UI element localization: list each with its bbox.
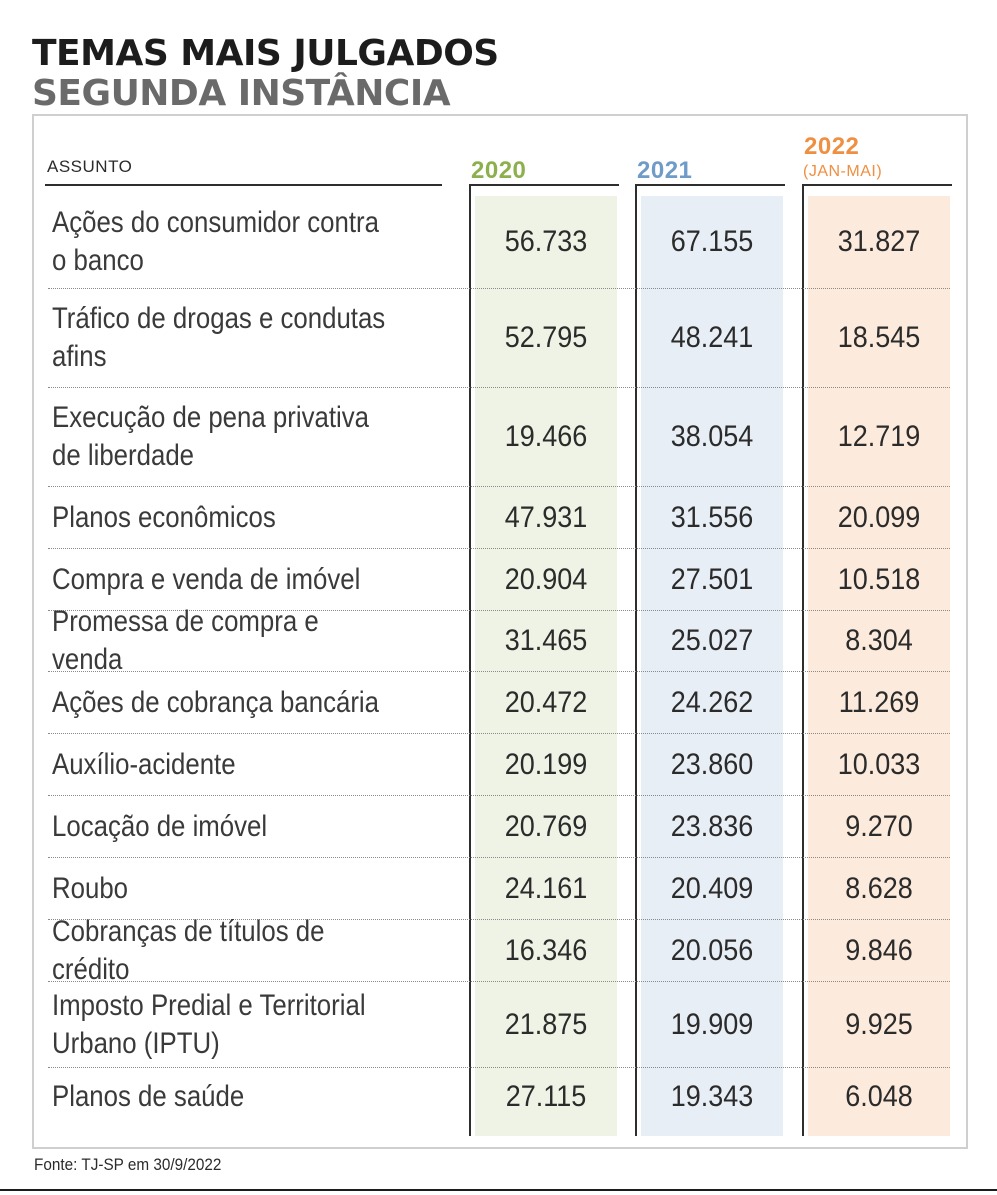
row-subject: Locação de imóvel: [52, 809, 268, 843]
value-2021: 48.241: [670, 321, 754, 354]
value-2021: 24.262: [670, 685, 754, 719]
table-row: Imposto Predial e Territorial Urbano (IP…: [48, 982, 950, 1068]
header-rule-2022: [802, 184, 952, 186]
column-divider-2021: [635, 184, 637, 1136]
table-frame: [32, 114, 968, 1149]
value-2021: 67.155: [670, 225, 754, 258]
row-subject: Cobranças de títulos de crédito: [52, 914, 325, 986]
value-2021: 19.343: [670, 1080, 754, 1113]
column-divider-2022: [802, 184, 804, 1136]
table-row: Tráfico de drogas e condutas afins 52.795…: [48, 289, 950, 388]
table-row: Planos de saúde 27.115 19.343 6.048: [48, 1068, 950, 1126]
column-header-2021: 2021: [637, 157, 693, 184]
value-2022: 9.846: [845, 933, 913, 967]
value-2021: 23.836: [670, 809, 754, 843]
row-subject: Ações do consumidor contra o banco: [52, 206, 379, 277]
value-2020: 20.199: [504, 747, 588, 781]
column-divider-2020: [469, 184, 471, 1136]
value-2020: 16.346: [504, 933, 588, 967]
value-2020: 19.466: [504, 420, 588, 453]
source-note: Fonte: TJ-SP em 30/9/2022: [34, 1155, 222, 1174]
table-row: Ações do consumidor contra o banco 56.733…: [48, 196, 950, 289]
column-header-2022: 2022: [804, 133, 860, 160]
value-2022: 6.048: [845, 1080, 913, 1113]
value-2022: 11.269: [838, 685, 920, 719]
value-2022: 10.033: [837, 747, 921, 781]
column-background-2022: [808, 196, 950, 1136]
value-2020: 20.472: [504, 685, 588, 719]
value-2021: 38.054: [670, 420, 754, 453]
table-row: Promessa de compra e venda 31.465 25.027 8.…: [48, 605, 950, 676]
row-subject: Tráfico de drogas e condutas afins: [52, 302, 386, 373]
value-2020: 21.875: [504, 1007, 588, 1041]
table-row: Ações de cobrança bancária 20.472 24.262 11…: [48, 672, 950, 734]
row-subject: Imposto Predial e Territorial Urbano (IP…: [52, 988, 366, 1060]
value-2021: 27.501: [670, 562, 754, 596]
value-2021: 20.056: [670, 933, 754, 967]
value-2020: 56.733: [504, 225, 588, 258]
column-background-2021: [641, 196, 783, 1136]
column-header-2020: 2020: [471, 157, 527, 184]
value-2021: 25.027: [670, 624, 754, 657]
table-row: Auxílio-acidente 20.199 23.860 10.033: [48, 734, 950, 796]
table-row: Execução de pena privativa de liberdade 1…: [48, 388, 950, 487]
table-row: Locação de imóvel 20.769 23.836 9.270: [48, 796, 950, 858]
value-2022: 20.099: [837, 500, 921, 534]
value-2020: 31.465: [504, 624, 588, 657]
value-2021: 20.409: [670, 871, 754, 905]
value-2022: 9.925: [845, 1007, 913, 1041]
value-2020: 52.795: [504, 321, 588, 354]
value-2021: 31.556: [670, 500, 754, 534]
value-2022: 9.270: [845, 809, 913, 843]
header-rule-2020: [469, 184, 619, 186]
value-2021: 23.860: [670, 747, 754, 781]
header-rule-2021: [635, 184, 785, 186]
bottom-rule: [0, 1189, 997, 1191]
row-subject: Ações de cobrança bancária: [52, 685, 380, 719]
header-rule-assunto: [45, 184, 442, 186]
row-subject: Promessa de compra e venda: [52, 605, 319, 676]
value-2022: 10.518: [837, 562, 921, 596]
value-2022: 12.719: [837, 420, 921, 453]
row-subject: Auxílio-acidente: [52, 747, 236, 781]
value-2020: 20.769: [504, 809, 588, 843]
value-2020: 24.161: [504, 871, 588, 905]
row-subject: Planos econômicos: [52, 500, 276, 534]
value-2022: 8.304: [845, 624, 913, 657]
value-2020: 20.904: [504, 562, 588, 596]
value-2022: 8.628: [845, 871, 913, 905]
row-subject: Execução de pena privativa de liberdade: [52, 401, 369, 472]
value-2021: 19.909: [670, 1007, 754, 1041]
table-body: Ações do consumidor contra o banco 56.733…: [48, 196, 950, 1126]
table-row: Roubo 24.161 20.409 8.628: [48, 858, 950, 920]
table-row: Cobranças de títulos de crédito 16.346 20.…: [48, 914, 950, 986]
table-row: Compra e venda de imóvel 20.904 27.501 10.5…: [48, 549, 950, 611]
row-subject: Compra e venda de imóvel: [52, 562, 361, 596]
value-2022: 31.827: [837, 225, 921, 258]
chart-subtitle: SEGUNDA INSTÂNCIA: [32, 73, 451, 114]
value-2020: 27.115: [505, 1080, 587, 1113]
row-subject: Planos de saúde: [52, 1080, 245, 1113]
value-2020: 47.931: [504, 500, 588, 534]
table-row: Planos econômicos 47.931 31.556 20.099: [48, 487, 950, 549]
chart-title: TEMAS MAIS JULGADOS: [32, 33, 499, 74]
column-header-assunto: ASSUNTO: [47, 157, 133, 176]
value-2022: 18.545: [837, 321, 921, 354]
column-header-2022-note: (JAN-MAI): [803, 163, 883, 180]
row-subject: Roubo: [52, 871, 129, 905]
column-background-2020: [475, 196, 617, 1136]
